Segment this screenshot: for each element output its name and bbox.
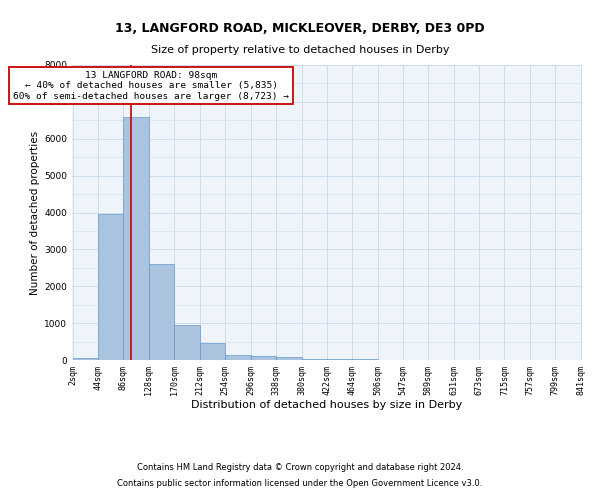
Bar bbox=[276, 357, 302, 360]
Text: 13 LANGFORD ROAD: 98sqm
← 40% of detached houses are smaller (5,835)
60% of semi: 13 LANGFORD ROAD: 98sqm ← 40% of detache… bbox=[13, 71, 289, 101]
Bar bbox=[175, 325, 200, 360]
Bar bbox=[73, 358, 98, 360]
Text: Size of property relative to detached houses in Derby: Size of property relative to detached ho… bbox=[151, 45, 449, 55]
Bar bbox=[124, 116, 149, 360]
Text: Contains public sector information licensed under the Open Government Licence v3: Contains public sector information licen… bbox=[118, 478, 482, 488]
Text: 13, LANGFORD ROAD, MICKLEOVER, DERBY, DE3 0PD: 13, LANGFORD ROAD, MICKLEOVER, DERBY, DE… bbox=[115, 22, 485, 36]
Bar bbox=[149, 264, 175, 360]
Y-axis label: Number of detached properties: Number of detached properties bbox=[30, 130, 40, 294]
X-axis label: Distribution of detached houses by size in Derby: Distribution of detached houses by size … bbox=[191, 400, 463, 410]
Bar bbox=[251, 356, 276, 360]
Bar bbox=[302, 359, 327, 360]
Bar bbox=[98, 214, 124, 360]
Bar bbox=[200, 344, 225, 360]
Text: Contains HM Land Registry data © Crown copyright and database right 2024.: Contains HM Land Registry data © Crown c… bbox=[137, 464, 463, 472]
Bar bbox=[225, 355, 251, 360]
